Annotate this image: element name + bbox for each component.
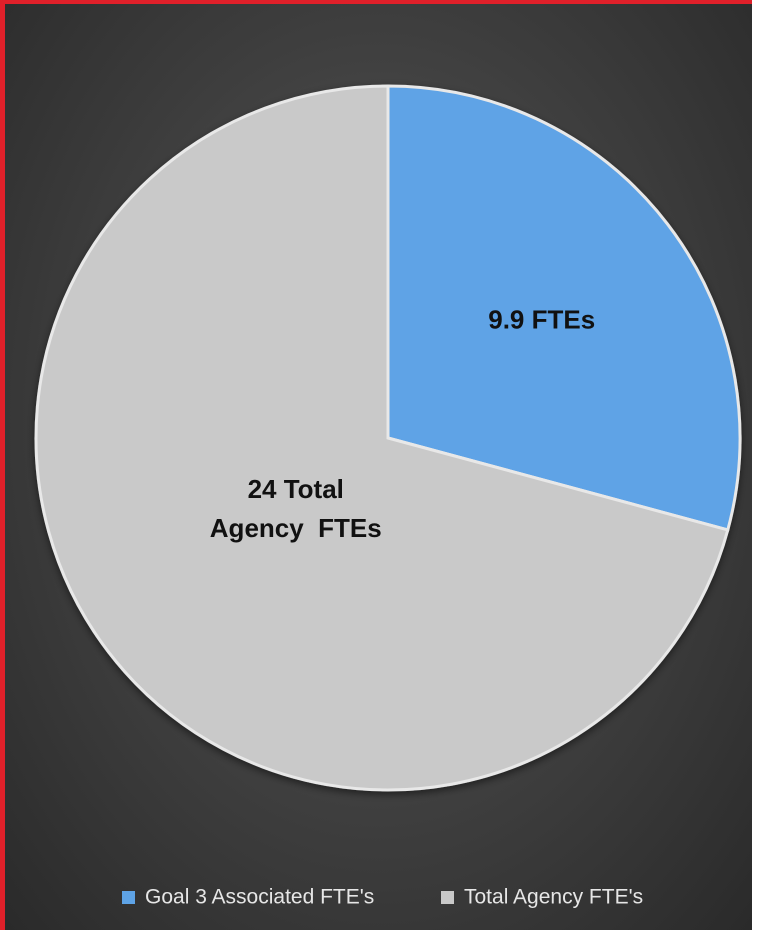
pie-slice bbox=[34, 84, 730, 792]
data-label: 9.9 FTEs bbox=[488, 304, 596, 335]
legend-swatch bbox=[441, 891, 454, 904]
legend-swatch bbox=[122, 891, 135, 904]
legend-label: Total Agency FTE's bbox=[464, 886, 643, 909]
legend-label: Goal 3 Associated FTE's bbox=[145, 886, 374, 909]
pie-slice bbox=[386, 84, 742, 532]
data-label: 24 Total Agency FTEs bbox=[209, 473, 382, 543]
pie bbox=[34, 84, 742, 792]
